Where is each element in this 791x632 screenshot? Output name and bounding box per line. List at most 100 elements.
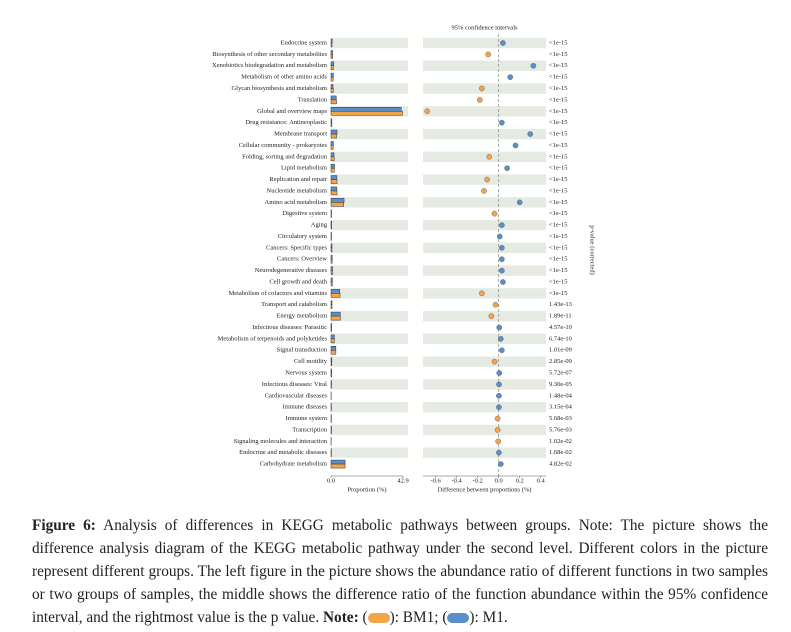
- difference-dot: [496, 370, 503, 376]
- caption-text: Analysis of differences in KEGG metaboli…: [32, 517, 768, 626]
- x-tick-label: 0.0: [327, 477, 335, 484]
- category-label: Cellular community - prokaryotes: [239, 142, 328, 149]
- difference-dot: [481, 188, 487, 194]
- category-label: Digestive system: [282, 210, 327, 217]
- p-value: 1.01e-09: [549, 347, 572, 354]
- bar: [330, 311, 341, 317]
- category-label: Nucleotide metabolism: [267, 187, 327, 194]
- chart: Endocrine system Biosynthesis of other se…: [212, 24, 596, 493]
- row-band: [423, 151, 546, 162]
- difference-dot: [486, 153, 493, 160]
- row-band: [423, 128, 546, 140]
- x-tick-label: -0.4: [451, 477, 462, 484]
- bar: [330, 368, 332, 374]
- bar: [330, 380, 332, 385]
- bar: [330, 141, 334, 146]
- bar: [330, 209, 332, 214]
- p-value: 9.30e-05: [549, 381, 572, 388]
- difference-dot: [479, 85, 485, 92]
- row-band: [331, 447, 408, 458]
- p-value: 5.76e-03: [549, 426, 572, 433]
- difference-dot: [530, 62, 537, 69]
- category-label: Cell growth and death: [269, 278, 327, 285]
- bar: [330, 198, 345, 203]
- p-value: <1e-15: [549, 187, 567, 194]
- p-value: <1e-15: [549, 256, 567, 263]
- difference-dot: [476, 97, 483, 103]
- p-value: <1e-15: [549, 267, 567, 274]
- x-tick-label: -0.2: [473, 477, 483, 484]
- row-band: [423, 265, 546, 276]
- difference-dot: [499, 222, 505, 228]
- bar: [330, 190, 338, 196]
- bar: [330, 152, 335, 158]
- category-label: Infectious diseases: Parasitic: [252, 324, 327, 331]
- category-label: Metabolism of cofactors and vitamins: [228, 290, 327, 297]
- difference-dot: [496, 392, 502, 399]
- category-label: Endocrine and metabolic diseases: [239, 449, 327, 456]
- bar: [330, 220, 332, 226]
- bar: [330, 163, 335, 169]
- difference-dot: [499, 256, 505, 263]
- row-band: [331, 219, 408, 231]
- x-tick-label: 0.0: [495, 477, 503, 484]
- bar: [330, 459, 346, 465]
- bar: [330, 122, 333, 127]
- row-band: [423, 310, 546, 322]
- bar: [330, 38, 333, 44]
- bar: [330, 334, 335, 340]
- p-value: <1e-15: [549, 153, 567, 160]
- category-label: Amino acid metabolism: [265, 199, 327, 206]
- category-label: Biosynthesis of other secondary metaboli…: [212, 51, 327, 58]
- legend-entry: M1: [482, 609, 504, 626]
- p-value: 1.43e-13: [549, 301, 572, 308]
- difference-dot: [484, 176, 490, 183]
- category-label: Drug resistance: Antineoplastic: [245, 119, 327, 126]
- bar: [330, 129, 338, 135]
- row-band: [423, 60, 546, 71]
- row-band: [423, 379, 546, 390]
- p-value: 1.02e-02: [549, 438, 572, 445]
- difference-dot: [492, 301, 499, 308]
- category-label: Transport and catabolism: [261, 301, 327, 308]
- p-value: <1e-15: [549, 131, 567, 138]
- bar: [330, 270, 333, 275]
- bar: [330, 167, 335, 173]
- bar: [330, 76, 334, 82]
- note-label: Note:: [323, 609, 359, 626]
- category-label: Cardiovascular diseases: [265, 392, 328, 399]
- p-value: <1e-15: [549, 39, 567, 46]
- category-label: Global and overview maps: [257, 108, 327, 115]
- p-value: <1e-15: [549, 74, 567, 81]
- bar: [330, 281, 333, 287]
- bar: [330, 107, 402, 112]
- difference-dot: [496, 324, 503, 331]
- category-label: Energy metabolism: [276, 313, 327, 320]
- bar: [330, 95, 337, 101]
- category-label: Immune system: [286, 415, 327, 422]
- bar: [330, 258, 333, 264]
- legend-text: ):: [469, 609, 483, 626]
- category-label: Aging: [311, 222, 328, 229]
- legend-text: (: [362, 609, 368, 626]
- bar: [330, 293, 341, 298]
- row-band: [331, 379, 408, 390]
- p-value: 2.85e-09: [549, 358, 572, 365]
- bar: [330, 50, 333, 55]
- x-tick-label: 0.2: [516, 477, 524, 484]
- p-value: 4.57e-10: [549, 324, 572, 331]
- category-label: Carbohydrate metabolism: [260, 461, 327, 468]
- row-band: [423, 424, 546, 436]
- difference-dot: [507, 74, 514, 80]
- p-value: <1e-15: [549, 85, 567, 92]
- bar: [330, 463, 346, 469]
- row-band: [423, 447, 546, 458]
- row-band: [423, 333, 546, 345]
- bar: [330, 247, 333, 253]
- difference-dot: [494, 427, 501, 433]
- difference-dot: [485, 51, 491, 58]
- category-label: Glycan biosynthesis and metabolism: [231, 85, 327, 92]
- category-label: Signaling molecules and interaction: [234, 438, 328, 445]
- row-band: [331, 265, 408, 276]
- bar: [330, 254, 333, 260]
